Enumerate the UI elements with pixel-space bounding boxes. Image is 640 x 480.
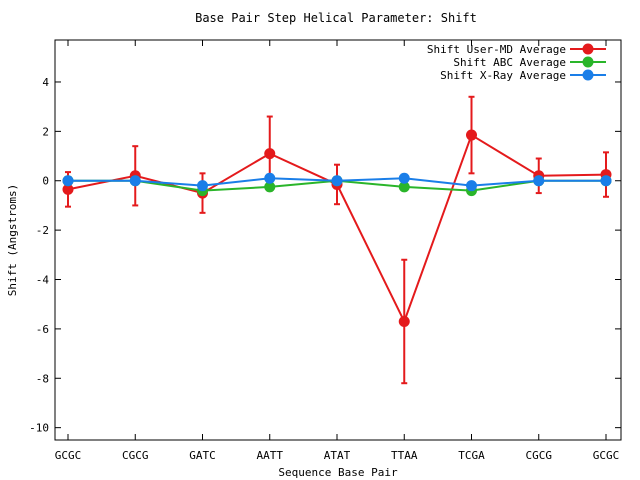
y-axis: 4 2 0 -2 -4 -6 -8 -10 [29, 76, 621, 435]
data-point [398, 315, 410, 327]
legend-marker [582, 43, 594, 55]
data-point [398, 172, 410, 184]
legend-label: Shift X-Ray Average [440, 69, 566, 82]
y-tick-label: -8 [36, 372, 49, 385]
x-tick-label: CGCG [122, 449, 149, 462]
data-point [197, 180, 208, 192]
data-point [62, 175, 74, 187]
series-group [62, 172, 612, 192]
data-point [129, 175, 141, 187]
legend-marker [582, 56, 594, 68]
data-point [533, 175, 545, 187]
data-point [331, 175, 343, 187]
series-group [62, 95, 612, 385]
legend-label: Shift User-MD Average [427, 43, 566, 56]
y-tick-label: -4 [36, 274, 50, 287]
y-tick-label: -2 [36, 224, 49, 237]
legend-marker [582, 69, 594, 81]
y-tick-label: -10 [29, 422, 49, 435]
x-tick-label: GCGC [593, 449, 620, 462]
y-tick-label: 4 [42, 76, 49, 89]
x-tick-label: ATAT [324, 449, 351, 462]
data-point [62, 183, 74, 195]
y-tick-label: -6 [36, 323, 49, 336]
data-point [398, 181, 410, 193]
plot-frame [54, 39, 622, 441]
data-point [600, 175, 612, 187]
x-axis: GCGC CGCG GATC AATT ATAT TTAA TCGA CGCG GCGC [55, 40, 620, 462]
data-point [466, 180, 477, 192]
data-point [264, 181, 276, 193]
x-axis-label: Sequence Base Pair [278, 466, 398, 479]
y-tick-label: 0 [42, 175, 49, 188]
series-line [67, 133, 607, 325]
data-point [264, 172, 276, 184]
series-layer [62, 95, 612, 385]
chart-title: Base Pair Step Helical Parameter: Shift [195, 11, 477, 25]
data-point [466, 129, 477, 141]
data-point [264, 148, 276, 160]
y-axis-label: Shift (Angstroms) [6, 184, 19, 297]
legend-label: Shift ABC Average [453, 56, 566, 69]
x-tick-label: CGCG [526, 449, 553, 462]
x-tick-label: TTAA [391, 449, 418, 462]
x-tick-label: TCGA [458, 449, 485, 462]
x-tick-label: GCGC [55, 449, 82, 462]
y-tick-label: 2 [42, 125, 49, 138]
x-tick-label: AATT [257, 449, 284, 462]
x-tick-label: GATC [189, 449, 216, 462]
